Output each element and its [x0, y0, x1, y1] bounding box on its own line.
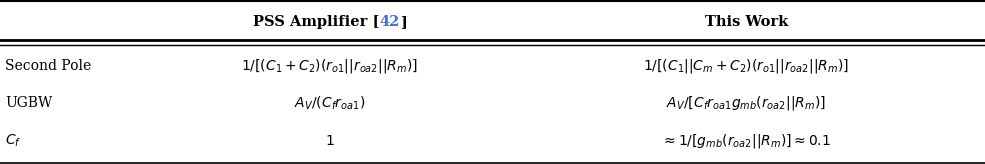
Text: UGBW: UGBW: [5, 96, 52, 110]
Text: 42: 42: [379, 15, 400, 29]
Text: $1$: $1$: [325, 134, 335, 148]
Text: $A_V/(C_f r_{oa1})$: $A_V/(C_f r_{oa1})$: [295, 95, 365, 112]
Text: $\approx 1/[g_{mb}(r_{oa2}||R_m)] \approx 0.1$: $\approx 1/[g_{mb}(r_{oa2}||R_m)] \appro…: [661, 132, 831, 150]
Text: $C_f$: $C_f$: [5, 133, 22, 149]
Text: This Work: This Work: [704, 15, 788, 29]
Text: $1/[(C_1||C_m + C_2)(r_{o1}||r_{oa2}||R_m)]$: $1/[(C_1||C_m + C_2)(r_{o1}||r_{oa2}||R_…: [643, 57, 849, 75]
Text: $1/[(C_1 + C_2)(r_{o1}||r_{oa2}||R_m)]$: $1/[(C_1 + C_2)(r_{o1}||r_{oa2}||R_m)]$: [241, 57, 419, 75]
Text: ]: ]: [400, 15, 407, 29]
Text: PSS Amplifier [: PSS Amplifier [: [253, 15, 379, 29]
Text: Second Pole: Second Pole: [5, 59, 92, 73]
Text: $A_V/[C_f r_{oa1} g_{mb}(r_{oa2}||R_m)]$: $A_V/[C_f r_{oa1} g_{mb}(r_{oa2}||R_m)]$: [666, 94, 826, 112]
